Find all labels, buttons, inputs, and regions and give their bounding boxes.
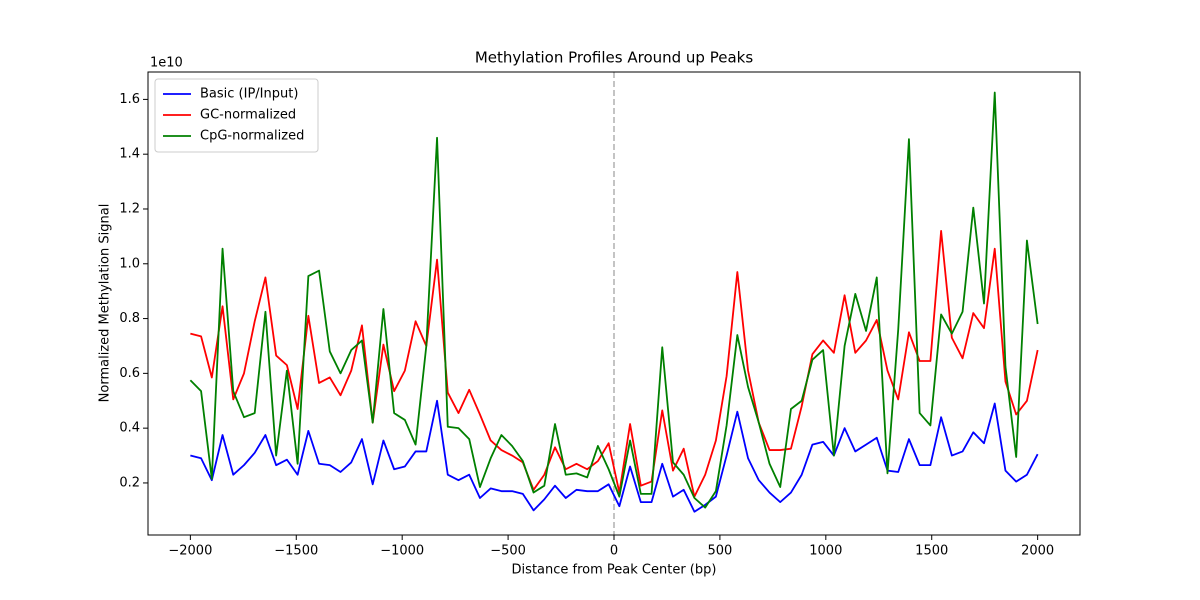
y-tick-label: 0.2	[119, 475, 140, 490]
x-tick-label: 500	[707, 544, 732, 559]
legend-label: Basic (IP/Input)	[200, 87, 298, 102]
x-tick-label: −1500	[274, 544, 318, 559]
x-tick-label: 2000	[1021, 544, 1054, 559]
y-tick-label: 1.0	[119, 256, 140, 271]
legend-label: GC-normalized	[200, 108, 296, 123]
x-tick-label: −500	[490, 544, 526, 559]
x-tick-label: −2000	[168, 544, 212, 559]
x-axis-label: Distance from Peak Center (bp)	[512, 563, 717, 578]
y-tick-label: 1.6	[119, 92, 140, 107]
y-tick-label: 0.6	[119, 366, 140, 381]
x-tick-label: −1000	[380, 544, 424, 559]
y-tick-label: 0.4	[119, 421, 140, 436]
x-tick-label: 0	[610, 544, 618, 559]
y-axis-label: Normalized Methylation Signal	[98, 204, 113, 403]
y-tick-label: 1.4	[119, 147, 140, 162]
y-offset-label: 1e10	[150, 56, 183, 71]
plot-frame	[147, 71, 1081, 536]
x-tick-label: 1000	[809, 544, 842, 559]
series-line	[190, 230, 1039, 498]
y-tick-label: 0.8	[119, 311, 140, 326]
legend-label: CpG-normalized	[200, 129, 304, 144]
x-tick-label: 1500	[915, 544, 948, 559]
y-tick-label: 1.2	[119, 201, 140, 216]
series-line	[189, 91, 1039, 509]
series-line	[190, 399, 1039, 513]
legend-box	[154, 78, 319, 153]
chart-title: Methylation Profiles Around up Peaks	[475, 49, 754, 67]
